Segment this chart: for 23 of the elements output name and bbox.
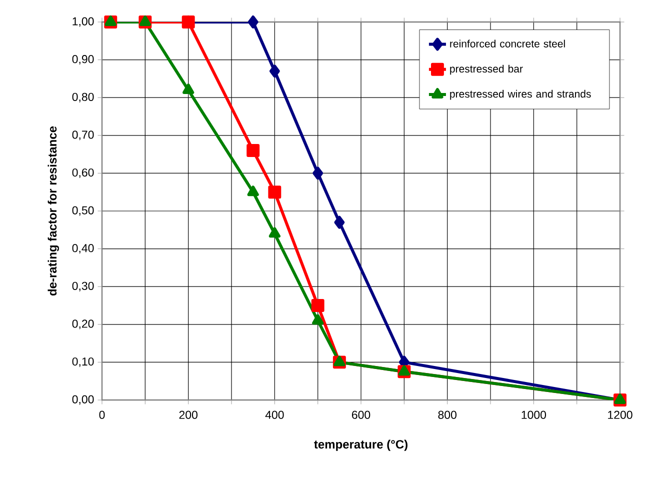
x-tick-label: 0 <box>99 410 105 419</box>
y-tick-label: 0,70 <box>72 130 94 140</box>
x-tick-label: 800 <box>438 410 456 419</box>
legend-label: reinforced concrete steel <box>450 40 565 48</box>
y-tick-label: 0,80 <box>72 92 94 102</box>
y-tick-label: 0,20 <box>72 320 94 330</box>
x-tick-label: 600 <box>352 410 370 419</box>
y-tick-label: 0,40 <box>72 244 94 254</box>
x-tick-label: 400 <box>265 410 284 419</box>
y-tick-label: 0,90 <box>72 55 94 65</box>
legend-label: prestressed bar <box>450 64 523 75</box>
y-tick-label: 0,10 <box>72 357 94 367</box>
x-tick-label: 1200 <box>608 410 632 419</box>
y-tick-label: 0,30 <box>72 282 94 292</box>
x-tick-label: 1000 <box>522 410 546 419</box>
y-tick-label: 0,50 <box>72 206 94 216</box>
y-tick-label: 0,00 <box>72 395 94 405</box>
x-axis-title: temperature (°C) <box>314 440 408 451</box>
legend-label: prestressed wires and strands <box>450 90 591 100</box>
x-tick-label: 200 <box>179 410 198 419</box>
y-tick-label: 0,60 <box>72 168 94 178</box>
y-axis-title: de-rating factor for resistance <box>48 126 60 296</box>
y-tick-label: 1,00 <box>72 17 94 27</box>
